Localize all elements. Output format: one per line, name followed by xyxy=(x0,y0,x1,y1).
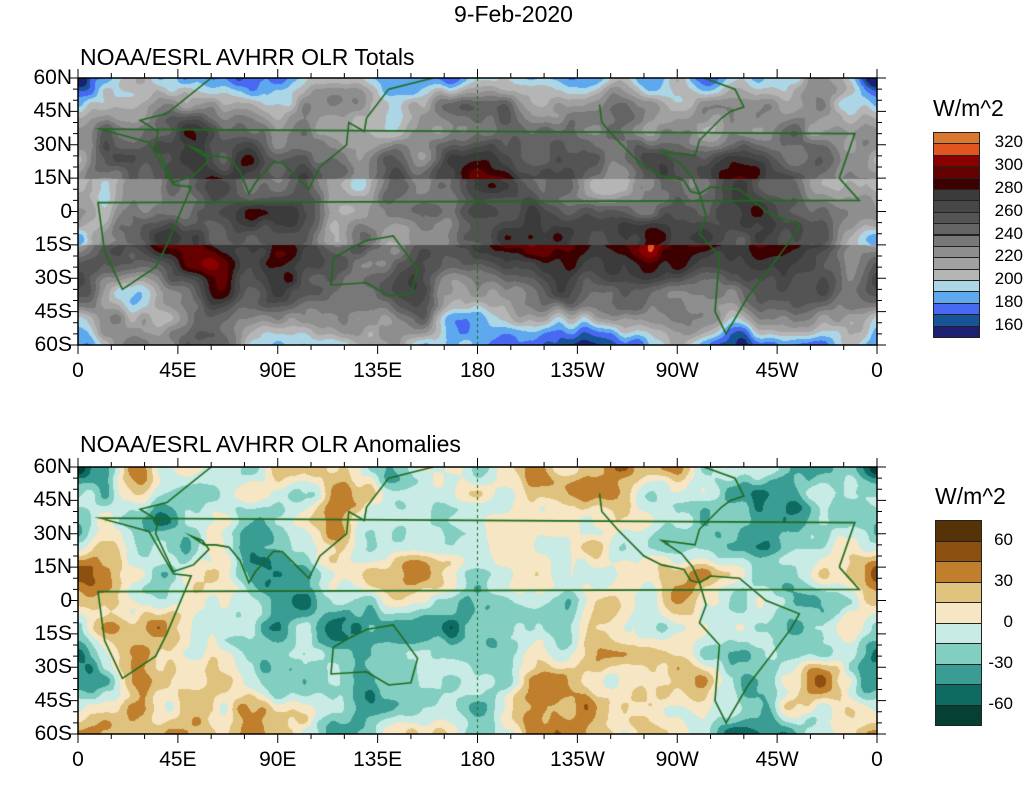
lat-label: 30N xyxy=(33,521,72,545)
lat-label: 60N xyxy=(33,66,72,89)
colorbar-label: -60 xyxy=(988,693,1013,713)
colorbar-label: 300 xyxy=(994,155,1023,175)
lat-label: 60S xyxy=(34,333,72,356)
colorbar-label: -30 xyxy=(988,652,1013,672)
colorbar-label: 60 xyxy=(994,529,1013,549)
lat-label: 45N xyxy=(33,99,72,123)
lon-label: 90E xyxy=(259,748,297,771)
map-frame xyxy=(77,466,878,735)
lat-label: 15S xyxy=(34,232,72,256)
colorbar-label: 30 xyxy=(994,570,1013,590)
lat-label: 15S xyxy=(34,621,72,645)
colorbar-label: 0 xyxy=(1003,611,1013,631)
lat-label: 15N xyxy=(33,555,72,579)
lon-label: 135E xyxy=(353,748,403,771)
lat-label: 0 xyxy=(60,199,72,223)
colorbar-label: 160 xyxy=(994,314,1023,334)
lat-label: 30N xyxy=(33,132,72,156)
lon-label: 45W xyxy=(755,748,799,771)
lon-label: 90W xyxy=(655,359,699,382)
colorbar-label: 320 xyxy=(994,132,1023,152)
lat-label: 45N xyxy=(33,488,72,512)
lon-label: 180 xyxy=(459,359,496,382)
totals-subtitle: NOAA/ESRL AVHRR OLR Totals xyxy=(80,44,415,70)
colorbar-label: 260 xyxy=(994,200,1023,220)
lat-label: 45S xyxy=(34,299,72,323)
colorbar-label: 200 xyxy=(994,269,1023,289)
colorbar-label: 220 xyxy=(994,246,1023,266)
colorbar-label: 280 xyxy=(994,177,1023,197)
anomalies-colorbar: 60 30 0 -30 -60 xyxy=(935,520,1025,726)
colorbar-swatch xyxy=(933,325,980,338)
lon-label: 0 xyxy=(72,359,84,382)
lat-label: 60N xyxy=(33,455,72,478)
totals-colorbar: 320 300 280 260 240 220 200 180 160 xyxy=(933,132,1023,338)
lat-label: 45S xyxy=(34,688,72,712)
anomalies-subtitle: NOAA/ESRL AVHRR OLR Anomalies xyxy=(80,431,461,457)
lon-label: 45E xyxy=(159,748,197,771)
colorbar-label: 240 xyxy=(994,223,1023,243)
map-frame xyxy=(77,77,878,346)
lon-label: 90E xyxy=(259,359,297,382)
lat-label: 30S xyxy=(34,655,72,679)
lon-label: 135W xyxy=(549,359,605,382)
lon-label: 45W xyxy=(755,359,799,382)
lon-label: 90W xyxy=(655,748,699,771)
figure-title: 9-Feb-2020 xyxy=(454,1,573,27)
lon-label: 0 xyxy=(72,748,84,771)
colorbar-label: 180 xyxy=(994,291,1023,311)
lon-label: 45E xyxy=(159,359,197,382)
olr-anomalies-map xyxy=(78,467,877,734)
anomalies-legend-title: W/m^2 xyxy=(935,483,1006,509)
lon-label: 0 xyxy=(871,359,883,382)
lon-label: 135E xyxy=(353,359,403,382)
lat-label: 30S xyxy=(34,266,72,290)
lat-label: 15N xyxy=(33,166,72,190)
lat-label: 60S xyxy=(34,722,72,745)
lat-label: 0 xyxy=(60,588,72,612)
lon-label: 135W xyxy=(549,748,605,771)
lon-label: 0 xyxy=(871,748,883,771)
colorbar-swatch xyxy=(935,704,982,726)
olr-totals-map xyxy=(78,78,877,345)
lon-label: 180 xyxy=(459,748,496,771)
totals-legend-title: W/m^2 xyxy=(933,95,1004,121)
